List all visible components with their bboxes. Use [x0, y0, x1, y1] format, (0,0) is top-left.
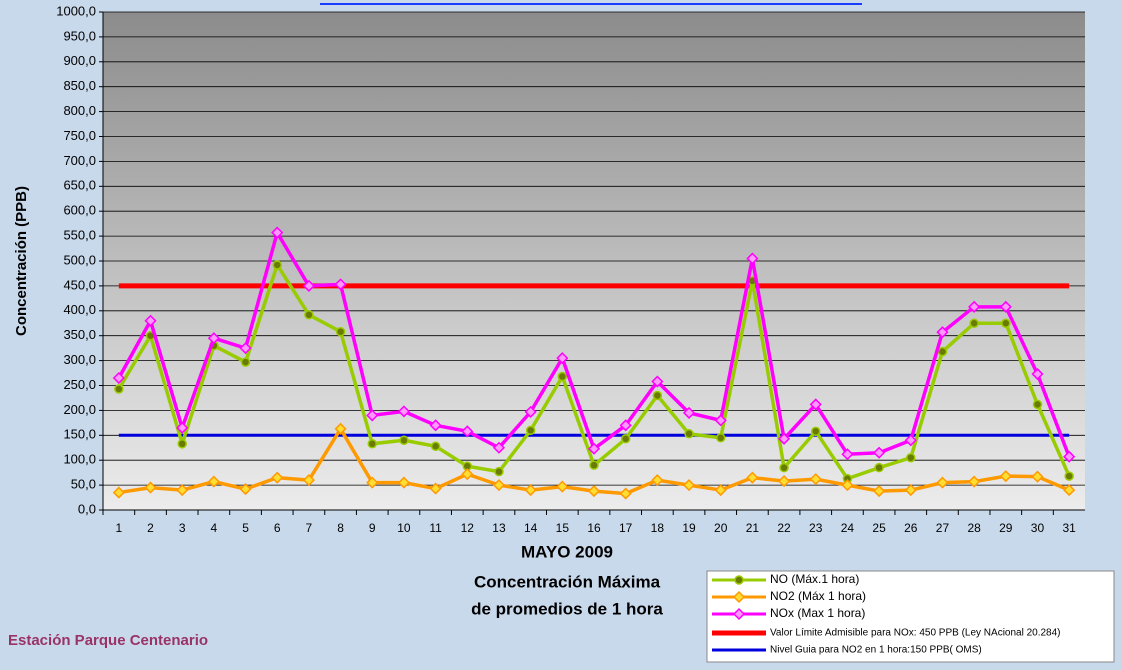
marker [337, 328, 345, 336]
y-axis-label: Concentración (PPB) [13, 186, 30, 336]
subtitle: de promedios de 1 hora [471, 599, 663, 618]
y-tick-label: 450,0 [63, 277, 96, 292]
x-tick-label: 3 [179, 521, 186, 535]
y-tick-label: 850,0 [63, 78, 96, 93]
x-tick-label: 25 [872, 521, 886, 535]
x-tick-label: 12 [461, 521, 475, 535]
marker [970, 319, 978, 327]
x-tick-label: 11 [429, 521, 442, 535]
marker [812, 427, 820, 435]
y-tick-label: 500,0 [63, 252, 96, 267]
legend-label: NO (Máx.1 hora) [770, 572, 859, 586]
marker [685, 430, 693, 438]
y-tick-label: 150,0 [63, 427, 96, 442]
y-tick-label: 0,0 [78, 501, 96, 516]
marker [368, 440, 376, 448]
marker [400, 436, 408, 444]
x-tick-label: 8 [337, 521, 344, 535]
marker [495, 468, 503, 476]
x-tick-label: 24 [841, 521, 855, 535]
page: Concentración (PPB) MAYO 2009 Concentrac… [0, 0, 1121, 670]
x-tick-label: 1 [115, 521, 122, 535]
y-tick-label: 800,0 [63, 103, 96, 118]
x-tick-label: 31 [1062, 521, 1076, 535]
legend-label: NOx (Max 1 hora) [770, 606, 865, 620]
x-tick-label: 22 [777, 521, 791, 535]
marker [735, 576, 743, 584]
y-tick-label: 250,0 [63, 377, 96, 392]
x-tick-label: 23 [809, 521, 823, 535]
marker [938, 348, 946, 356]
x-tick-label: 4 [211, 521, 218, 535]
marker [780, 464, 788, 472]
marker [622, 435, 630, 443]
x-tick-label: 29 [999, 521, 1013, 535]
y-tick-label: 550,0 [63, 228, 96, 243]
marker [242, 358, 250, 366]
x-tick-label: 30 [1031, 521, 1045, 535]
x-tick-label: 18 [651, 521, 665, 535]
marker [1033, 400, 1041, 408]
y-tick-label: 50,0 [71, 477, 96, 492]
marker [527, 426, 535, 434]
x-tick-label: 14 [524, 521, 538, 535]
y-tick-label: 600,0 [63, 203, 96, 218]
marker [875, 464, 883, 472]
marker [432, 442, 440, 450]
marker [907, 454, 915, 462]
station-label: Estación Parque Centenario [8, 632, 208, 649]
marker [558, 373, 566, 381]
marker [1065, 472, 1073, 480]
x-tick-label: 5 [242, 521, 249, 535]
x-tick-label: 13 [492, 521, 506, 535]
marker [717, 434, 725, 442]
x-tick-label: 7 [306, 521, 313, 535]
x-tick-label: 9 [369, 521, 376, 535]
x-axis-label: MAYO 2009 [521, 542, 613, 561]
x-tick-label: 10 [397, 521, 411, 535]
legend-label: NO2 (Máx 1 hora) [770, 589, 866, 603]
x-tick-label: 27 [936, 521, 950, 535]
y-tick-label: 750,0 [63, 128, 96, 143]
x-tick-label: 16 [587, 521, 601, 535]
marker [178, 440, 186, 448]
marker [1002, 319, 1010, 327]
x-tick-label: 28 [967, 521, 981, 535]
y-tick-label: 900,0 [63, 53, 96, 68]
subtitle: Concentración Máxima [474, 572, 661, 591]
legend-label: Nivel Guia para NO2 en 1 hora:150 PPB( O… [770, 645, 982, 656]
x-tick-label: 6 [274, 521, 281, 535]
x-tick-label: 26 [904, 521, 918, 535]
x-tick-label: 20 [714, 521, 728, 535]
x-tick-label: 2 [147, 521, 154, 535]
x-tick-label: 17 [619, 521, 633, 535]
y-tick-label: 350,0 [63, 327, 96, 342]
marker [273, 261, 281, 269]
y-tick-label: 650,0 [63, 178, 96, 193]
marker [590, 461, 598, 469]
y-tick-label: 400,0 [63, 302, 96, 317]
marker [305, 311, 313, 319]
x-tick-label: 19 [682, 521, 696, 535]
x-tick-label: 21 [746, 521, 760, 535]
y-tick-label: 1000,0 [56, 3, 96, 18]
marker [115, 385, 123, 393]
legend-label: Valor Límite Admisible para NOx: 450 PPB… [770, 628, 1061, 639]
marker [653, 391, 661, 399]
y-tick-label: 700,0 [63, 153, 96, 168]
chart: Concentración (PPB) MAYO 2009 Concentrac… [0, 0, 1121, 670]
y-tick-label: 300,0 [63, 352, 96, 367]
y-tick-label: 100,0 [63, 452, 96, 467]
y-tick-label: 200,0 [63, 402, 96, 417]
y-tick-label: 950,0 [63, 28, 96, 43]
x-tick-label: 15 [556, 521, 570, 535]
